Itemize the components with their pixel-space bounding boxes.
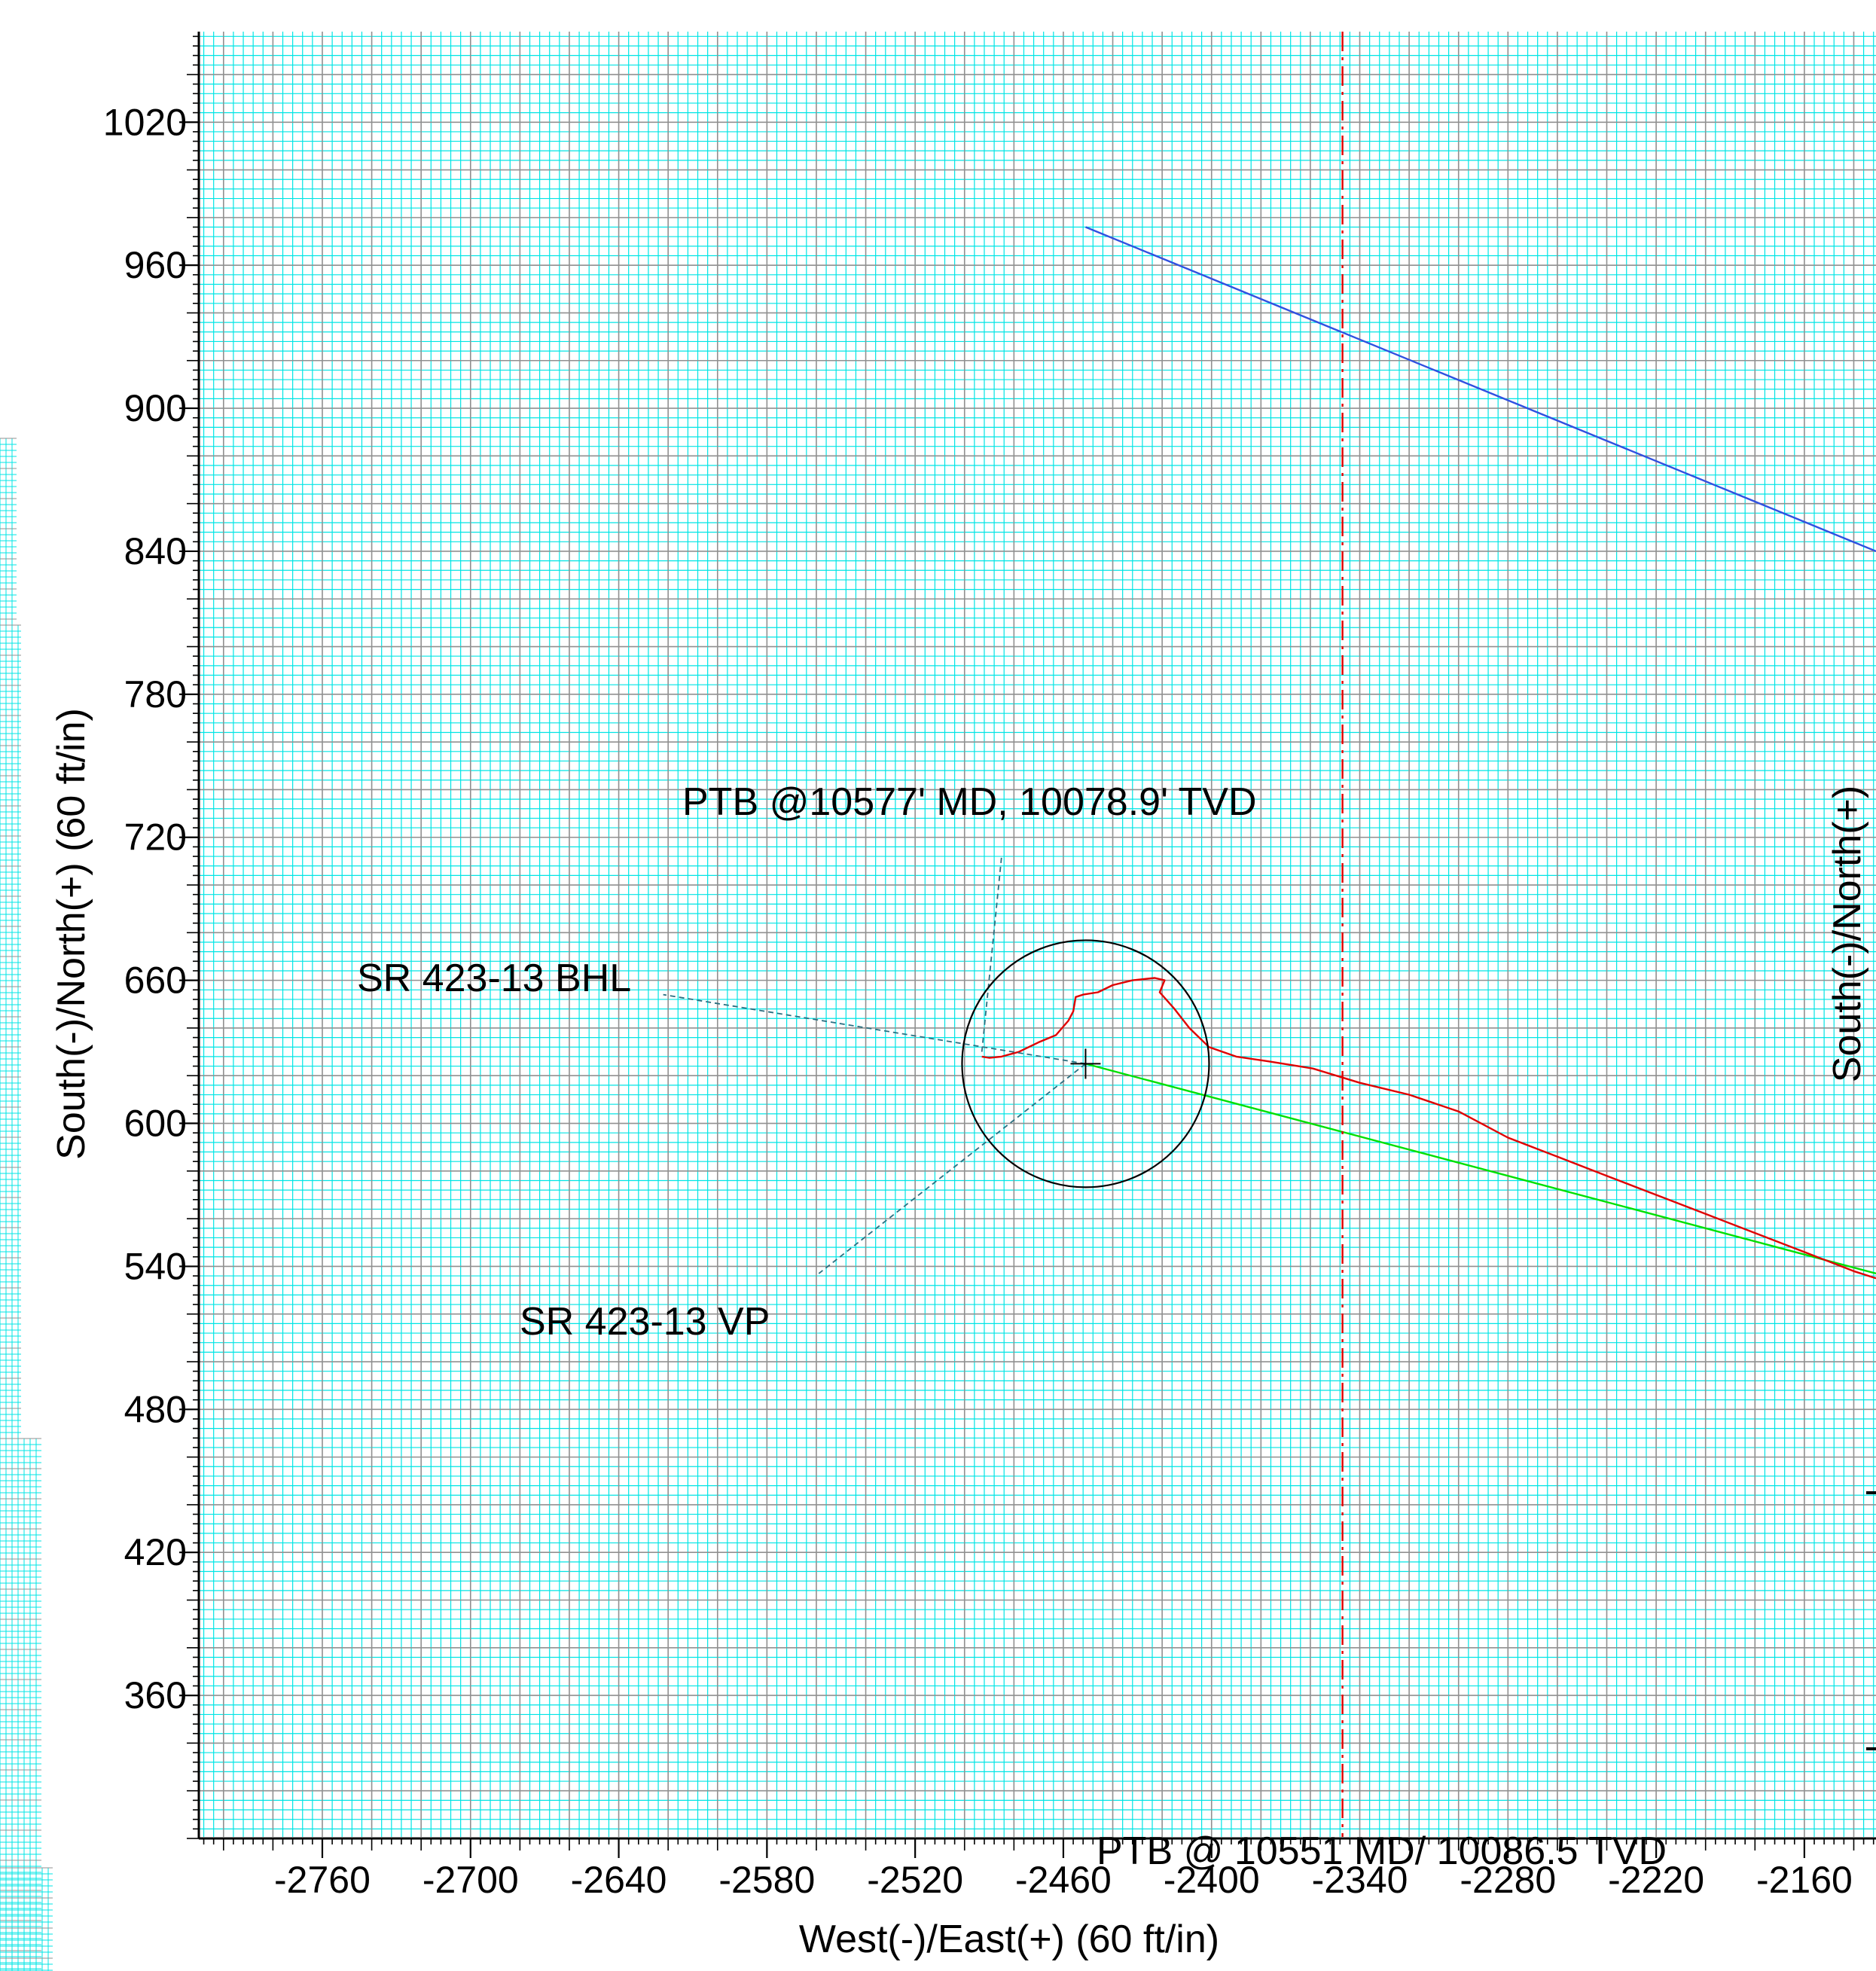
y-tick-label: 1020: [103, 101, 187, 143]
annotation-leader-2: [818, 1063, 1087, 1274]
annotation-leaders: [663, 856, 1087, 1274]
y-tick-label: 600: [124, 1103, 187, 1145]
x-tick-label: -2400: [1164, 1859, 1260, 1901]
x-tick-label: -2520: [867, 1859, 963, 1901]
annotation-leader-0: [981, 856, 1002, 1052]
y-tick-label: 660: [124, 960, 187, 1002]
y-tick-label: 780: [124, 673, 187, 715]
target-circle: [961, 939, 1210, 1188]
y-tick-label: 360: [124, 1674, 187, 1716]
y-tick-label: 420: [124, 1531, 187, 1573]
x-tick-label: -2460: [1015, 1859, 1112, 1901]
annotation-leader-1: [663, 993, 1086, 1065]
series-line-1: [1085, 1063, 1876, 1275]
minor-grid: [199, 32, 1876, 1837]
series-line-0: [1085, 226, 1876, 553]
y-tick-label: 720: [124, 816, 187, 859]
series-line-2: [981, 977, 1876, 1280]
x-tick-label: -2280: [1460, 1859, 1556, 1901]
target-circle-ring: [961, 939, 1210, 1188]
y-tick-label: 960: [124, 244, 187, 286]
x-tick-label: -2220: [1608, 1859, 1704, 1901]
annotation-ptb-10551: PTB @ 10551 MD/ 10086.5 TVD: [1097, 1829, 1667, 1873]
y-tick-label: 840: [124, 530, 187, 572]
x-tick-label: -2580: [718, 1859, 815, 1901]
adjacent-plot-strip: [0, 438, 53, 1971]
y-tick-labels: 1020 960 900 840 780 720 660 600 540 480 420 360: [103, 101, 187, 1716]
x-tick-labels: -2760 -2700 -2640 -2580 -2520 -2460 -2400 -2340…: [274, 1859, 1853, 1901]
right-y-axis-title: South(-)/North(+): [1826, 786, 1869, 1082]
annotation-ptb-10577: PTB @10577' MD, 10078.9' TVD: [682, 780, 1257, 824]
x-tick-label: -2760: [274, 1859, 371, 1901]
x-tick-label: -2640: [571, 1859, 667, 1901]
x-tick-label: -2340: [1312, 1859, 1408, 1901]
y-axis-title: South(-)/North(+) (60 ft/in): [50, 708, 93, 1160]
well-paths: [981, 32, 1876, 1837]
axis-ticks: [179, 35, 1874, 1858]
annotation-vp: SR 423-13 VP: [520, 1300, 770, 1344]
annotation-bhl: SR 423-13 BHL: [357, 957, 631, 1000]
x-tick-label: -2700: [422, 1859, 519, 1901]
y-tick-label: 900: [124, 387, 187, 429]
y-tick-label: 480: [124, 1388, 187, 1430]
x-axis-title: West(-)/East(+) (60 ft/in): [799, 1918, 1219, 1961]
x-tick-label: -2160: [1756, 1859, 1853, 1901]
y-tick-label: 540: [124, 1245, 187, 1287]
major-grid: [199, 32, 1876, 1837]
